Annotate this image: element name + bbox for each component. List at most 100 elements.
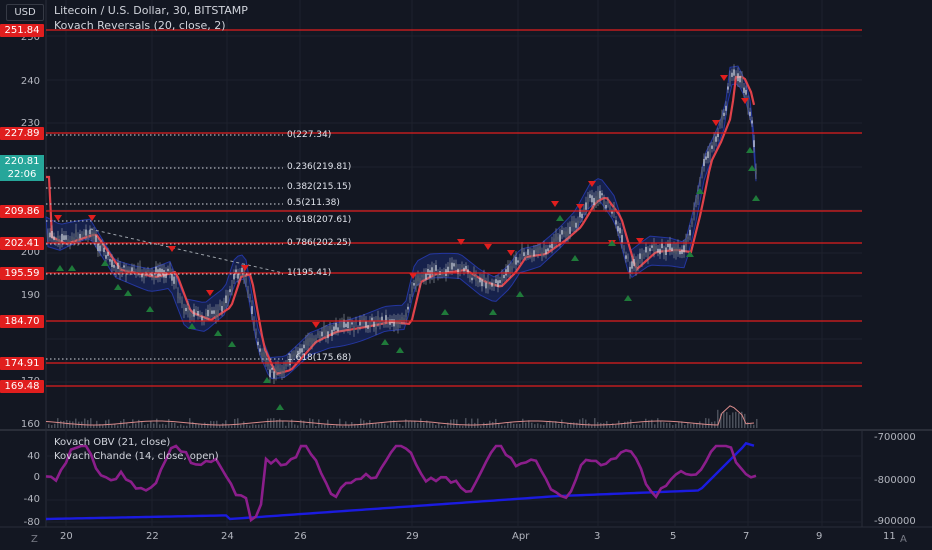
horizontal-levels[interactable] xyxy=(46,29,862,387)
auto-scale-button[interactable]: A xyxy=(900,534,907,545)
volume-bar xyxy=(51,425,53,428)
level-tag: 227.89 xyxy=(0,127,44,140)
indicator-label[interactable]: Kovach Reversals (20, close, 2) xyxy=(54,19,226,32)
time-tick: 5 xyxy=(670,531,677,542)
time-tick: 9 xyxy=(816,531,823,542)
volume-bar xyxy=(102,425,104,428)
candle-body xyxy=(51,230,53,239)
bearish-signal-marker xyxy=(457,239,465,245)
candle-body xyxy=(537,247,539,254)
price-tick: 200 xyxy=(20,247,40,258)
volume-bar xyxy=(522,418,524,428)
volume-bar xyxy=(639,425,641,428)
time-tick: 11 xyxy=(883,531,896,542)
candle-body xyxy=(253,320,255,327)
candle-body xyxy=(275,367,277,375)
candle-body xyxy=(241,267,243,273)
bearish-signal-marker xyxy=(168,246,176,252)
candle-body xyxy=(201,316,203,322)
volume-bar xyxy=(657,418,659,428)
candle-body xyxy=(393,319,395,327)
candle-body xyxy=(249,296,251,300)
candle-body xyxy=(695,199,697,204)
candle-body xyxy=(541,251,543,257)
volume-bar xyxy=(228,425,230,428)
candle-body xyxy=(587,197,589,204)
candle-body xyxy=(477,280,479,284)
candle-body xyxy=(601,193,603,196)
volume-bar xyxy=(288,422,290,428)
candle-body xyxy=(189,312,191,319)
candle-body xyxy=(237,273,239,279)
candle-body xyxy=(207,309,209,317)
candle-body xyxy=(523,252,525,257)
volume-bar xyxy=(462,425,464,428)
candle-body xyxy=(373,321,375,328)
volume-bar xyxy=(96,420,98,428)
obv-label[interactable]: Kovach OBV (21, close) xyxy=(54,437,171,448)
volume-bar xyxy=(237,418,239,428)
candle-body xyxy=(505,269,507,276)
volume-bar xyxy=(270,418,272,428)
bullish-signal-marker xyxy=(228,341,236,347)
candle-body xyxy=(511,266,513,270)
candle-body xyxy=(595,196,597,203)
fib-label: 0.236(219.81) xyxy=(287,162,352,172)
candle-body xyxy=(497,280,499,287)
candle-body xyxy=(425,273,427,280)
candle-body xyxy=(737,73,739,82)
fib-lines[interactable] xyxy=(46,134,284,360)
volume-bar xyxy=(729,415,731,428)
volume-bar xyxy=(573,422,575,428)
volume-bar xyxy=(735,411,737,428)
volume-bar xyxy=(474,422,476,428)
candle-body xyxy=(57,235,59,242)
candle-body xyxy=(485,282,487,289)
candle-body xyxy=(499,280,501,283)
candle-body xyxy=(121,270,123,274)
candle-body xyxy=(347,321,349,329)
candle-body xyxy=(225,295,227,304)
sub-panel[interactable] xyxy=(45,441,757,523)
volume-bar xyxy=(201,424,203,428)
volume-bar xyxy=(180,424,182,428)
volume-bar xyxy=(195,423,197,428)
volume-bar xyxy=(129,425,131,428)
candle-body xyxy=(113,264,115,268)
symbol-title[interactable]: Litecoin / U.S. Dollar, 30, BITSTAMP xyxy=(54,4,248,17)
candle-body xyxy=(335,322,337,330)
candle-body xyxy=(745,89,747,95)
candle-body xyxy=(687,236,689,239)
candle-body xyxy=(451,262,453,270)
volume-bar xyxy=(165,424,167,428)
candle-body xyxy=(147,270,149,273)
candle-body xyxy=(219,303,221,307)
volume-bar xyxy=(240,424,242,428)
candle-body xyxy=(619,227,621,234)
candle-body xyxy=(233,274,235,280)
candle-body xyxy=(65,235,67,240)
volume-bar xyxy=(273,418,275,428)
volume-bar xyxy=(585,419,587,428)
candle-body xyxy=(313,338,315,342)
volume-bar xyxy=(519,423,521,428)
candle-body xyxy=(629,266,631,274)
volume-bar xyxy=(63,421,65,428)
right-scale-bg xyxy=(862,0,932,430)
candle-body xyxy=(713,137,715,146)
currency-button[interactable]: USD xyxy=(6,4,44,21)
candle-body xyxy=(683,245,685,253)
candle-body xyxy=(91,232,93,237)
bar-countdown: 22:06 xyxy=(7,169,37,180)
candle-body xyxy=(63,235,65,240)
candle-body xyxy=(167,268,169,272)
candle-body xyxy=(491,282,493,287)
candle-body xyxy=(293,353,295,357)
candle-body xyxy=(729,75,731,82)
candle-body xyxy=(85,229,87,236)
candle-body xyxy=(231,284,233,291)
timezone-button[interactable]: Z xyxy=(31,534,38,545)
candle-body xyxy=(567,228,569,237)
chande-label[interactable]: Kovach Chande (14, close, open) xyxy=(54,451,219,462)
